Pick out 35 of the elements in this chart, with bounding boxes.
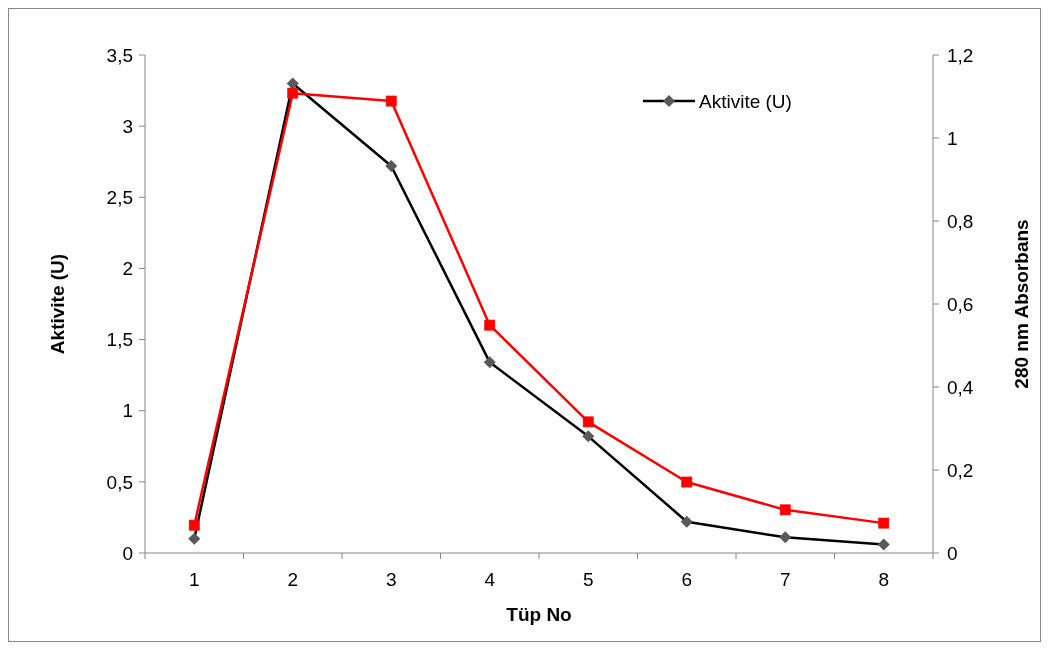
- y-tick-label: 3,5: [106, 44, 133, 66]
- y2-tick-label: 0,8: [947, 210, 974, 232]
- x-tick-label: 4: [484, 569, 496, 590]
- x-tick-label: 7: [779, 569, 791, 590]
- x-tick-label: 3: [385, 569, 397, 590]
- x-tick-label: 5: [582, 569, 594, 590]
- point: [385, 95, 397, 107]
- y-tick-label: 0: [122, 542, 133, 564]
- legend-label: Aktivite (U): [699, 90, 792, 112]
- point: [681, 476, 693, 488]
- y-tick-label: 2,5: [106, 186, 133, 208]
- point: [484, 319, 496, 331]
- y-tick-label: 1: [122, 400, 133, 422]
- y-tick-label: 0,5: [106, 471, 133, 493]
- y2-tick-label: 1,2: [947, 44, 974, 66]
- point: [582, 416, 594, 428]
- point: [287, 87, 299, 99]
- y-tick-label: 2: [122, 258, 133, 280]
- x-axis-title: Tüp No: [506, 604, 572, 625]
- y-tick-label: 1,5: [106, 329, 133, 351]
- x-tick-label: 1: [188, 569, 200, 590]
- y2-tick-label: 0,4: [947, 376, 974, 398]
- y-axis-title: Aktivite (U): [47, 253, 68, 355]
- y2-tick-label: 1: [947, 127, 958, 149]
- y2-tick-label: 0,6: [947, 293, 974, 315]
- point: [188, 519, 200, 531]
- x-tick-label: 2: [287, 569, 299, 590]
- x-tick-label: 6: [681, 569, 693, 590]
- y2-tick-label: 0,2: [947, 459, 974, 481]
- y-tick-label: 3: [122, 115, 133, 137]
- point: [779, 504, 791, 516]
- y2-tick-label: 0: [947, 542, 958, 564]
- y2-axis-title: 280 nm Absorbans: [1011, 219, 1032, 389]
- x-tick-label: 8: [878, 569, 890, 590]
- point: [878, 517, 890, 529]
